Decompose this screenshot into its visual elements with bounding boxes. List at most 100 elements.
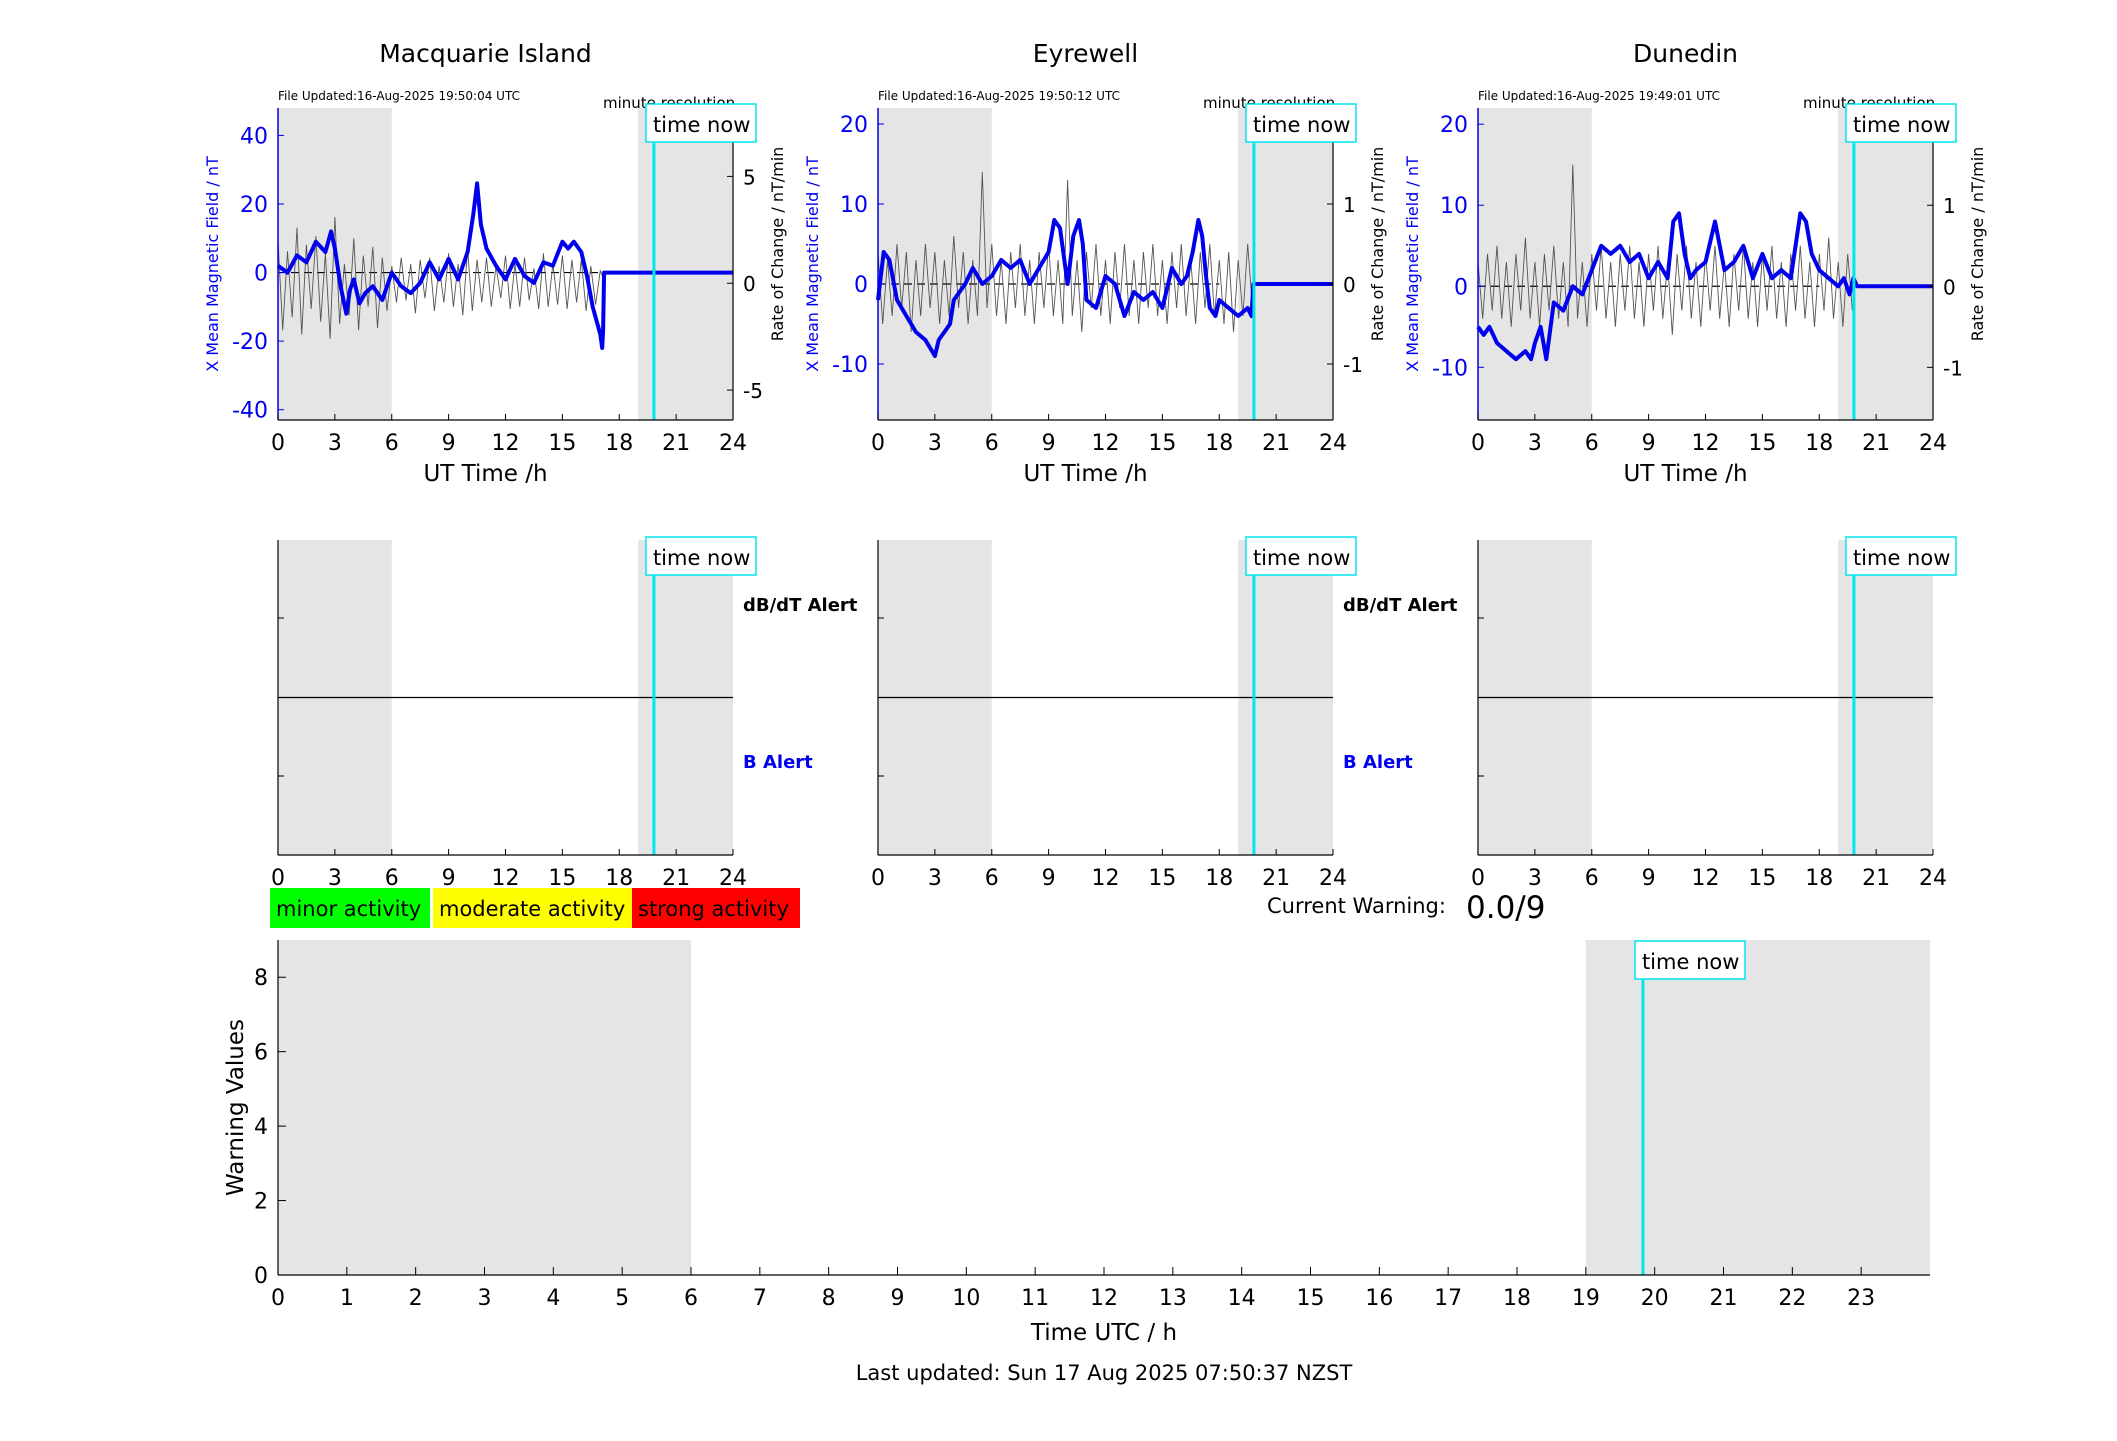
x-tick-label: 0: [271, 1286, 285, 1311]
x-tick-label: 21: [1262, 431, 1290, 456]
x-tick-label: 18: [1503, 1286, 1531, 1311]
y-tick-label: 20: [840, 113, 868, 138]
y-tick-label: 20: [1440, 113, 1468, 138]
x-tick-label: 9: [891, 1286, 905, 1311]
right-axis-title: Rate of Change / nT/min: [1968, 147, 1987, 342]
x-tick-label: 21: [662, 866, 690, 891]
last-updated-text: Last updated: Sun 17 Aug 2025 07:50:37 N…: [856, 1361, 1353, 1385]
x-tick-label: 18: [1805, 431, 1833, 456]
b-alert-label: B Alert: [1343, 752, 1413, 773]
y-tick-label: 2: [254, 1190, 268, 1215]
night-shade-region: [278, 108, 392, 420]
current-warning-label: Current Warning:: [1267, 894, 1446, 918]
x-tick-label: 15: [1148, 866, 1176, 891]
x-tick-label: 11: [1021, 1286, 1049, 1311]
x-axis-title: UT Time /h: [1623, 461, 1747, 487]
x-tick-label: 5: [615, 1286, 629, 1311]
right-axis-title: Rate of Change / nT/min: [768, 147, 787, 342]
x-tick-label: 22: [1778, 1286, 1806, 1311]
x-tick-label: 24: [1319, 431, 1347, 456]
x-mean-field-line: [276, 181, 733, 350]
time-now-box: [645, 536, 757, 576]
file-updated-text: File Updated:16-Aug-2025 19:50:04 UTC: [278, 89, 520, 103]
x-tick-label: 21: [1862, 866, 1890, 891]
file-updated-text: File Updated:16-Aug-2025 19:49:01 UTC: [1478, 89, 1720, 103]
time-now-label: time now: [1853, 546, 1950, 570]
time-now-box: [1845, 536, 1957, 576]
legend-swatch: [632, 888, 800, 928]
y-tick-label: 20: [240, 193, 268, 218]
x-tick-label: 12: [1092, 866, 1120, 891]
y-tick-label: -10: [1432, 356, 1468, 381]
legend-label: strong activity: [638, 897, 789, 921]
x-tick-label: 9: [1042, 431, 1056, 456]
x-tick-label: 3: [1528, 431, 1542, 456]
x-tick-label: 19: [1572, 1286, 1600, 1311]
time-now-label: time now: [653, 546, 750, 570]
x-tick-label: 3: [928, 866, 942, 891]
x-tick-label: 3: [1528, 866, 1542, 891]
x-tick-label: 18: [605, 431, 633, 456]
y-tick-label: 0: [1454, 275, 1468, 300]
current-warning-value: 0.0/9: [1466, 890, 1545, 926]
x-tick-label: 7: [753, 1286, 767, 1311]
right-axis-title: Rate of Change / nT/min: [1368, 147, 1387, 342]
x-tick-label: 6: [985, 431, 999, 456]
y-tick-label: 8: [254, 966, 268, 991]
y2-tick-label: 1: [1943, 194, 1956, 218]
dbdt-alert-label: dB/dT Alert: [1343, 595, 1458, 616]
y-tick-label: 40: [240, 124, 268, 149]
y-tick-label: 0: [254, 1264, 268, 1289]
x-tick-label: 18: [1205, 866, 1233, 891]
rate-of-change-line: [1477, 164, 1853, 335]
x-tick-label: 6: [1585, 431, 1599, 456]
y-tick-label: 10: [840, 193, 868, 218]
x-tick-label: 9: [442, 866, 456, 891]
x-tick-label: 9: [1642, 866, 1656, 891]
time-now-box: [1845, 103, 1957, 143]
y-tick-label: -20: [232, 330, 268, 355]
y2-tick-label: 0: [743, 272, 756, 296]
y-tick-label: 0: [254, 262, 268, 287]
y-tick-label: 10: [1440, 194, 1468, 219]
x-tick-label: 18: [605, 866, 633, 891]
night-shade-region: [278, 940, 691, 1275]
x-tick-label: 17: [1434, 1286, 1462, 1311]
station-title: Macquarie Island: [379, 39, 592, 68]
activity-legend: minor activity moderate activity strong ac…: [270, 888, 800, 928]
x-tick-label: 14: [1228, 1286, 1256, 1311]
y2-tick-label: -5: [743, 379, 763, 403]
x-tick-label: 24: [1919, 866, 1947, 891]
x-axis-title: UT Time /h: [423, 461, 547, 487]
time-now-label: time now: [653, 113, 750, 137]
x-tick-label: 15: [548, 866, 576, 891]
time-now-label: time now: [1853, 113, 1950, 137]
x-tick-label: 21: [1262, 866, 1290, 891]
x-tick-label: 12: [1692, 431, 1720, 456]
night-shade-region: [1838, 108, 1933, 420]
x-tick-label: 12: [1090, 1286, 1118, 1311]
x-tick-label: 3: [928, 431, 942, 456]
night-shade-region: [638, 108, 733, 420]
y2-tick-label: -1: [1343, 353, 1363, 377]
y2-tick-label: -1: [1943, 356, 1963, 380]
x-tick-label: 3: [328, 431, 342, 456]
alert-panel-1: 0 3 6 9 12 15 18 21 24 dB/dT Alert B Alert time now: [871, 536, 1458, 891]
x-tick-label: 21: [1710, 1286, 1738, 1311]
x-tick-label: 16: [1365, 1286, 1393, 1311]
x-tick-label: 24: [1319, 866, 1347, 891]
x-tick-label: 3: [478, 1286, 492, 1311]
x-tick-label: 0: [871, 431, 885, 456]
x-tick-label: 0: [271, 431, 285, 456]
x-tick-label: 6: [1585, 866, 1599, 891]
x-tick-label: 18: [1805, 866, 1833, 891]
night-shade-region: [1238, 108, 1333, 420]
x-tick-label: 13: [1159, 1286, 1187, 1311]
y-tick-label: -40: [232, 399, 268, 424]
station-title: Eyrewell: [1033, 39, 1138, 68]
x-mean-field-line: [1476, 211, 1933, 362]
x-tick-label: 1: [340, 1286, 354, 1311]
